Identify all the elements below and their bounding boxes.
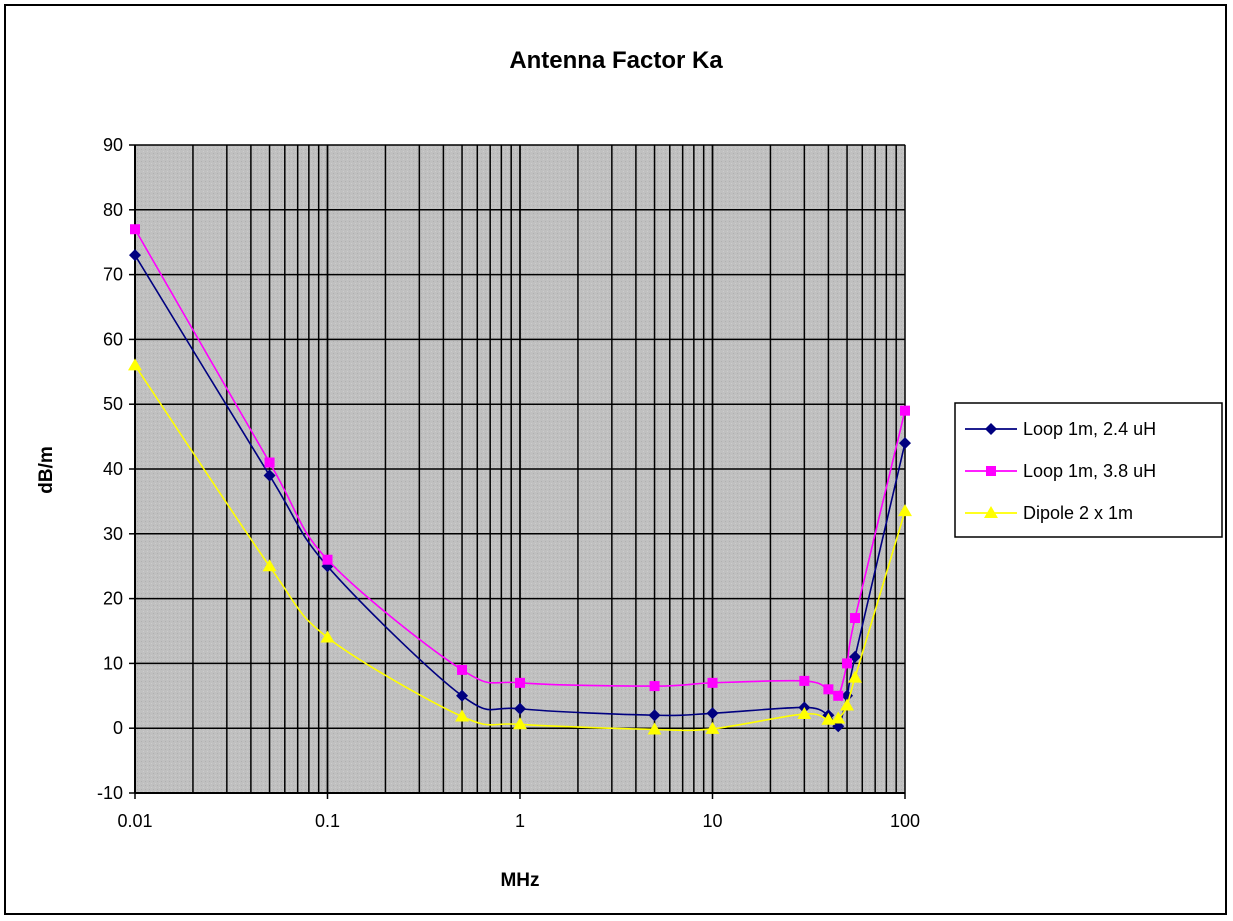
x-axis-ticks: 0.01 0.1 1 10 100 <box>117 793 920 831</box>
x-tick-label: 100 <box>890 811 920 831</box>
data-point <box>833 690 844 701</box>
y-axis-label: dB/m <box>36 446 57 494</box>
data-point <box>263 469 276 482</box>
data-point <box>797 706 812 719</box>
data-point <box>831 711 846 724</box>
data-point <box>264 457 275 468</box>
legend-marker <box>985 423 997 435</box>
legend-entry: Dipole 2 x 1m <box>965 503 1133 523</box>
data-point <box>455 709 470 722</box>
data-point <box>128 358 142 371</box>
x-tick-label: 0.1 <box>315 811 340 831</box>
data-point <box>898 504 912 517</box>
data-point <box>322 554 333 565</box>
legend-label: Loop 1m, 3.8 uH <box>1023 461 1156 481</box>
x-axis-label: MHz <box>500 870 539 891</box>
data-point <box>129 249 141 262</box>
y-tick-label: 70 <box>103 265 123 285</box>
x-tick-label: 10 <box>702 811 722 831</box>
legend-label: Loop 1m, 2.4 uH <box>1023 419 1156 439</box>
chart-title: Antenna Factor Ka <box>509 47 723 74</box>
data-point <box>840 698 855 711</box>
legend: Loop 1m, 2.4 uH Loop 1m, 3.8 uH Dipole 2 x… <box>954 402 1223 538</box>
y-tick-label: 80 <box>103 200 123 220</box>
data-point <box>850 613 861 624</box>
data-point <box>130 224 140 235</box>
series-group <box>128 224 912 735</box>
y-tick-label: 50 <box>103 394 123 414</box>
data-point <box>515 677 525 688</box>
legend-entry: Loop 1m, 2.4 uH <box>965 419 1156 439</box>
data-point <box>649 681 660 692</box>
data-point <box>900 405 910 416</box>
legend-marker <box>984 506 998 518</box>
data-point <box>823 684 834 695</box>
y-tick-label: 40 <box>103 459 123 479</box>
series-3 <box>128 358 912 735</box>
data-point <box>706 707 719 720</box>
legend-label: Dipole 2 x 1m <box>1023 503 1133 523</box>
data-point <box>707 677 718 688</box>
data-point <box>821 712 836 725</box>
y-tick-label: -10 <box>97 783 123 803</box>
data-point <box>799 675 810 686</box>
y-axis-ticks: -10 0 10 20 30 40 50 60 70 80 90 <box>97 135 135 803</box>
y-tick-label: 30 <box>103 524 123 544</box>
data-point <box>262 559 277 572</box>
y-tick-label: 10 <box>103 653 123 673</box>
y-tick-label: 0 <box>113 718 123 738</box>
y-tick-label: 90 <box>103 135 123 155</box>
legend-marker <box>986 466 996 476</box>
data-point <box>457 664 468 675</box>
legend-box <box>954 402 1223 538</box>
x-tick-label: 0.01 <box>117 811 152 831</box>
data-point <box>705 721 720 734</box>
data-point <box>842 658 853 669</box>
data-point <box>456 689 469 702</box>
data-point <box>899 437 911 450</box>
x-tick-label: 1 <box>515 811 525 831</box>
legend-entry: Loop 1m, 3.8 uH <box>965 461 1156 481</box>
data-point <box>848 670 863 683</box>
data-point <box>513 717 527 730</box>
data-point <box>647 722 662 735</box>
data-point <box>320 630 335 643</box>
y-tick-label: 60 <box>103 329 123 349</box>
y-tick-label: 20 <box>103 589 123 609</box>
series-2 <box>130 224 910 701</box>
data-point <box>648 709 661 722</box>
data-point <box>514 702 526 715</box>
